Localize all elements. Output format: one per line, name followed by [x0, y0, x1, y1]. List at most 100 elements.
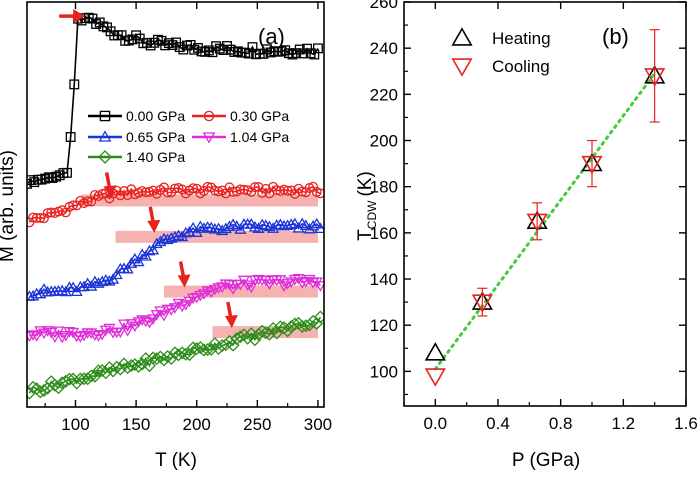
panel-a-x-tick-label: 250: [243, 415, 271, 434]
arrow-0-65-gpa: [147, 206, 161, 233]
legend-item-1-40-gpa: 1.40 GPa: [88, 149, 185, 165]
panel-b-x-tick-label: 0.4: [486, 414, 510, 433]
data-point: [27, 380, 40, 394]
data-point: [162, 187, 173, 198]
arrow-shaft: [226, 301, 233, 319]
panel-a-label: (a): [258, 24, 285, 49]
panel-b-y-tick-label: 140: [370, 270, 398, 289]
data-point: [265, 47, 276, 58]
data-point: [37, 383, 51, 397]
data-point: [252, 327, 266, 341]
data-point: [30, 331, 43, 342]
data-point: [255, 324, 269, 338]
data-point: [227, 284, 240, 295]
data-point: [68, 200, 79, 211]
panel-a-legend: 0.00 GPa 0.30 GPa 0.65 GPa 1.04 GPa 1.40 GPa: [88, 108, 289, 165]
data-point: [47, 173, 58, 183]
data-point: [29, 177, 40, 188]
legend-label: 0.30 GPa: [230, 108, 289, 124]
data-point: [114, 327, 127, 339]
data-point: [160, 40, 171, 51]
data-point: [270, 326, 284, 340]
data-point: [48, 378, 62, 392]
legend-marker: [203, 110, 215, 122]
data-point: [295, 319, 309, 333]
panel-b-y-tick-label: 180: [370, 178, 398, 197]
data-point: [197, 222, 211, 233]
arrow-0-30-gpa: [103, 172, 117, 199]
data-point: [139, 250, 152, 261]
data-point: [307, 219, 320, 231]
data-point: [97, 188, 108, 199]
data-point: [132, 359, 146, 373]
legend-marker: [99, 110, 111, 122]
panel-a-shaded-bands: [81, 194, 318, 339]
data-point: [262, 44, 272, 55]
data-point: [43, 172, 54, 183]
legend-item-0-65-gpa: 0.65 GPa: [88, 129, 185, 145]
panel-b-y-axis-title-sub: CDW: [365, 200, 379, 229]
data-point: [234, 279, 247, 291]
panel-b-y-axis: 100 120 140 160 180 200 220 240 260: [370, 0, 686, 396]
data-point: [225, 44, 236, 55]
data-point: [281, 324, 295, 338]
panel-a-transition-arrows: [59, 9, 238, 329]
data-point: [113, 362, 127, 376]
panel-b-y-tick-label: 120: [370, 316, 398, 335]
data-point: [165, 232, 178, 243]
panel-b-x-tick-label: 0.0: [424, 414, 448, 433]
data-point: [103, 275, 116, 286]
panel-a-x-tick-label: 150: [122, 415, 150, 434]
data-point: [287, 49, 298, 60]
fit-line: [433, 72, 657, 371]
panel-b-y-tick-label: 100: [370, 362, 398, 381]
data-point: [88, 330, 101, 342]
data-point: [288, 217, 301, 229]
legend-item-1-04-gpa: 1.04 GPa: [192, 129, 289, 145]
legend-marker: [202, 132, 216, 144]
data-point: [125, 319, 138, 330]
legend-marker: [98, 130, 112, 142]
data-point: [172, 298, 185, 310]
panel-b-y-axis-title: TCDW (K): [355, 171, 379, 241]
data-point: [54, 170, 65, 181]
data-point: [303, 222, 316, 234]
panel-b-y-tick-label: 160: [370, 224, 398, 243]
data-point: [92, 364, 106, 378]
panel-b-y-tick-label: 200: [370, 132, 398, 151]
data-point: [96, 275, 109, 287]
legend-label: Cooling: [492, 57, 550, 76]
data-point: [201, 343, 215, 357]
legend-label: 0.65 GPa: [126, 129, 185, 145]
data-point: [163, 38, 174, 49]
data-point: [263, 279, 276, 290]
data-point: [302, 318, 316, 332]
data-point: [157, 310, 171, 322]
data-point: [27, 289, 40, 301]
arrow-head: [103, 185, 117, 199]
data-point: [201, 286, 214, 297]
data-point: [168, 303, 181, 314]
data-point: [31, 213, 42, 223]
data-point: [51, 171, 62, 182]
data-point: [223, 220, 236, 231]
data-point: [234, 223, 247, 234]
arrow-1-40-gpa: [224, 301, 238, 329]
data-point: [256, 218, 269, 230]
series-cooling: [424, 29, 666, 387]
arrow-head: [147, 219, 161, 233]
panel-b-y-tick-label: 240: [370, 39, 398, 58]
data-point: [241, 331, 255, 345]
data-point: [150, 310, 163, 321]
data-point: [91, 19, 102, 29]
data-point: [65, 132, 76, 142]
data-point: [150, 352, 164, 366]
series-1-40-gpa: [27, 310, 324, 400]
panel-b-label: (b): [602, 24, 629, 49]
legend-label: 0.00 GPa: [126, 108, 185, 124]
legend-marker: [98, 150, 112, 164]
series-0-65-gpa: [27, 217, 324, 301]
panel-b-y-axis-title-main: T: [355, 229, 376, 241]
data-point: [96, 329, 109, 341]
